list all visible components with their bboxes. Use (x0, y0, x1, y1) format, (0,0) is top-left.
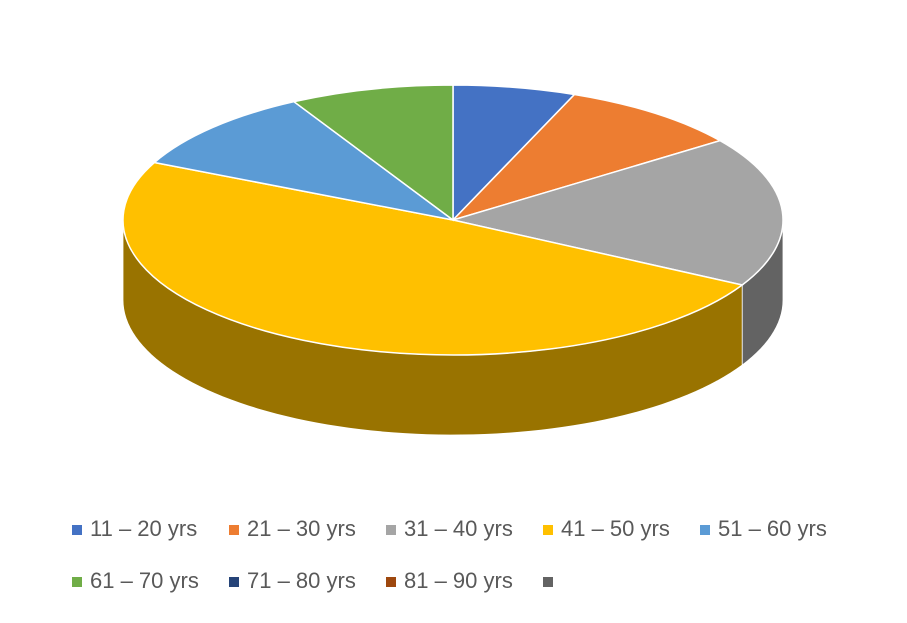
legend-marker (543, 577, 553, 587)
legend-label: 21 – 30 yrs (247, 516, 356, 541)
legend-label: 11 – 20 yrs (90, 516, 197, 541)
slice (292, 84, 454, 222)
legend-label: 71 – 80 yrs (247, 568, 356, 593)
legend-label: 51 – 60 yrs (718, 516, 827, 541)
slice (152, 100, 454, 221)
legend-marker (386, 525, 396, 535)
legend-label: 41 – 50 yrs (561, 516, 670, 541)
legend: 11 – 20 yrs 21 – 30 yrs 31 – 40 yrs 41 – 50… (72, 516, 827, 593)
pie (122, 84, 784, 436)
legend-marker (543, 525, 553, 535)
legend-marker (386, 577, 396, 587)
legend-marker (229, 525, 239, 535)
legend-marker (72, 525, 82, 535)
legend-label: 61 – 70 yrs (90, 568, 199, 593)
slice (452, 84, 577, 222)
legend-label: 31 – 40 yrs (404, 516, 513, 541)
legend-marker (229, 577, 239, 587)
slice (450, 93, 722, 222)
legend-marker (72, 577, 82, 587)
legend-label: 81 – 90 yrs (404, 568, 513, 593)
legend-marker (700, 525, 710, 535)
slice (450, 139, 784, 286)
slice (122, 161, 744, 356)
